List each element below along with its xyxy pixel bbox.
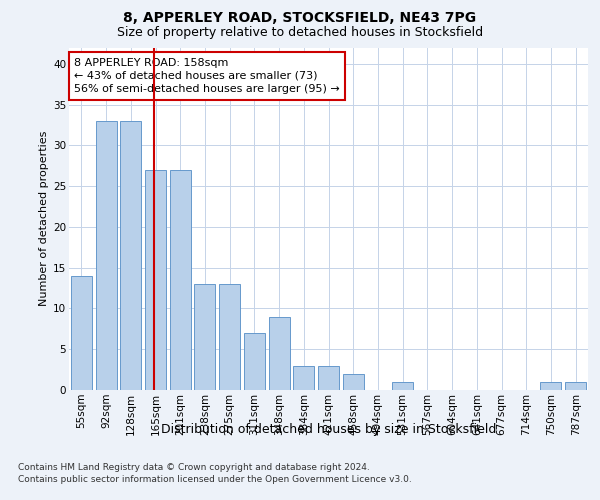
- Text: Size of property relative to detached houses in Stocksfield: Size of property relative to detached ho…: [117, 26, 483, 39]
- Text: Contains HM Land Registry data © Crown copyright and database right 2024.: Contains HM Land Registry data © Crown c…: [18, 462, 370, 471]
- Bar: [293, 366, 314, 390]
- Text: 8 APPERLEY ROAD: 158sqm
← 43% of detached houses are smaller (73)
56% of semi-de: 8 APPERLEY ROAD: 158sqm ← 43% of detache…: [74, 58, 340, 94]
- Text: Contains public sector information licensed under the Open Government Licence v3: Contains public sector information licen…: [18, 475, 412, 484]
- Bar: [269, 316, 290, 390]
- Bar: [343, 374, 364, 390]
- Text: 8, APPERLEY ROAD, STOCKSFIELD, NE43 7PG: 8, APPERLEY ROAD, STOCKSFIELD, NE43 7PG: [124, 11, 476, 25]
- Bar: [71, 276, 92, 390]
- Bar: [541, 382, 562, 390]
- Bar: [95, 121, 116, 390]
- Bar: [194, 284, 215, 390]
- Bar: [120, 121, 141, 390]
- Bar: [170, 170, 191, 390]
- Bar: [244, 333, 265, 390]
- Bar: [565, 382, 586, 390]
- Bar: [219, 284, 240, 390]
- Bar: [318, 366, 339, 390]
- Text: Distribution of detached houses by size in Stocksfield: Distribution of detached houses by size …: [161, 422, 496, 436]
- Bar: [145, 170, 166, 390]
- Y-axis label: Number of detached properties: Number of detached properties: [39, 131, 49, 306]
- Bar: [392, 382, 413, 390]
